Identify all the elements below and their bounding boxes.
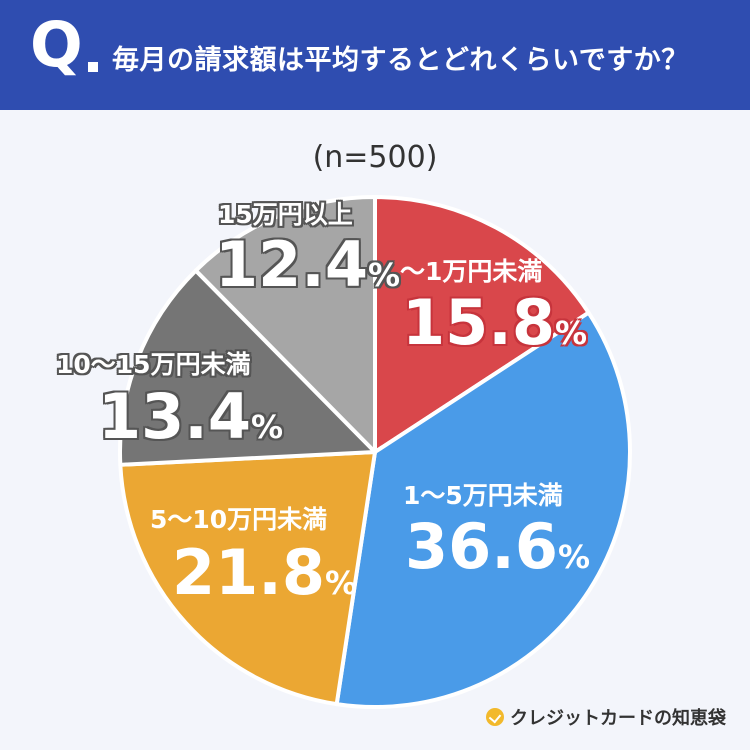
slice-label-0: 〜1万円未満 xyxy=(400,257,543,286)
pie-slice-4 xyxy=(193,195,377,454)
pie-slice-3 xyxy=(118,268,377,467)
slice-value-0: 15.8% xyxy=(402,286,588,359)
slice-label-4: 15万円以上 xyxy=(218,200,353,229)
slice-label-1: 1〜5万円未満 xyxy=(403,481,563,510)
q-mark: Q xyxy=(30,8,83,81)
pie-slice-0 xyxy=(373,195,591,454)
sample-size: (n=500) xyxy=(312,140,438,175)
brand-check-icon xyxy=(486,708,504,726)
slice-label-3: 10〜15万円未満 xyxy=(56,350,251,379)
pie-slice-2 xyxy=(118,450,377,707)
header-banner: Q 毎月の請求額は平均するとどれくらいですか？ xyxy=(0,0,750,110)
slice-value-2: 21.8% xyxy=(172,536,358,609)
pie-slice-1 xyxy=(334,310,632,709)
slice-label-2: 5〜10万円未満 xyxy=(150,505,328,534)
brand-name: クレジットカードの知恵袋 xyxy=(510,708,726,729)
brand-logo: クレジットカードの知恵袋 xyxy=(486,704,726,730)
slice-value-1: 36.6% xyxy=(405,510,591,583)
q-dot xyxy=(88,62,98,72)
question-title: 毎月の請求額は平均するとどれくらいですか？ xyxy=(112,45,689,76)
slice-value-3: 13.4% xyxy=(98,380,284,453)
slice-value-4: 12.4% xyxy=(215,228,401,301)
